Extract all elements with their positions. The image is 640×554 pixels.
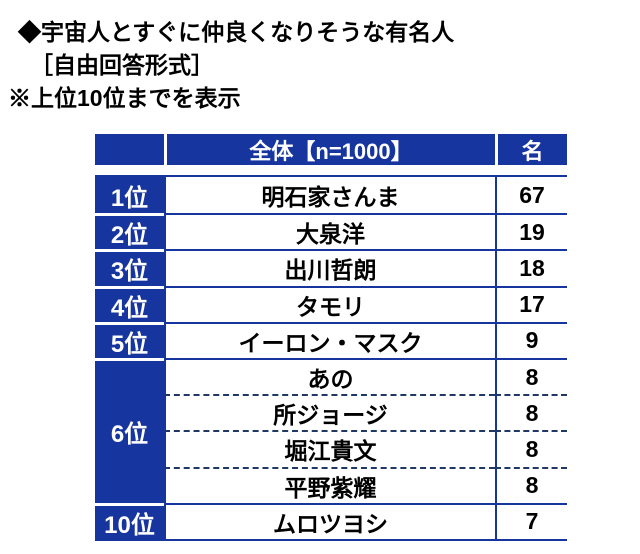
rank-cell: 2位 — [95, 213, 164, 250]
count-cell: 67 — [495, 177, 567, 214]
count-cell: 19 — [495, 213, 567, 250]
name-cell: 大泉洋 — [164, 213, 495, 250]
count-cell: 9 — [495, 321, 567, 358]
name-cell: あの — [164, 357, 495, 395]
ranking-table: 全体【n=1000】 名 1位 2位 3位 4位 5位 6位 10位 明石家さん… — [95, 134, 567, 541]
count-cell: 7 — [495, 502, 567, 539]
count-cell: 8 — [495, 357, 567, 395]
rank-cell: 3位 — [95, 249, 164, 286]
survey-format-note: ［自由回答形式］ — [30, 52, 214, 78]
count-cell: 8 — [495, 466, 567, 503]
name-cell: 明石家さんま — [164, 177, 495, 214]
count-cell: 18 — [495, 249, 567, 286]
rank-cell: 10位 — [95, 502, 164, 539]
title-block: ◆宇宙人とすぐに仲良くなりそうな有名人 ［自由回答形式］ ※上位10位までを表示 — [0, 16, 454, 115]
name-cell: 出川哲朗 — [164, 249, 495, 286]
name-cell: タモリ — [164, 285, 495, 322]
name-cell: 平野紫耀 — [164, 466, 495, 503]
header-overall-cell: 全体【n=1000】 — [164, 134, 495, 166]
rank-cell: 4位 — [95, 285, 164, 322]
name-cell: イーロン・マスク — [164, 321, 495, 358]
count-cell: 8 — [495, 394, 567, 431]
rank-cell: 1位 — [95, 177, 164, 214]
table-header-row: 全体【n=1000】 名 — [95, 134, 567, 166]
survey-display-note: ※上位10位までを表示 — [8, 85, 241, 111]
survey-title: ◆宇宙人とすぐに仲良くなりそうな有名人 — [18, 19, 455, 45]
count-cell: 8 — [495, 430, 567, 467]
name-cell: 所ジョージ — [164, 394, 495, 431]
table-body: 1位 2位 3位 4位 5位 6位 10位 明石家さんま 大泉洋 出川哲朗 タモ… — [95, 175, 567, 541]
header-rank-cell — [95, 134, 164, 166]
rank-cell: 5位 — [95, 321, 164, 358]
name-cell: ムロツヨシ — [164, 502, 495, 539]
header-unit-cell: 名 — [495, 134, 567, 166]
name-cell: 堀江貴文 — [164, 430, 495, 467]
rank-cell: 6位 — [95, 357, 164, 503]
count-cell: 17 — [495, 285, 567, 322]
